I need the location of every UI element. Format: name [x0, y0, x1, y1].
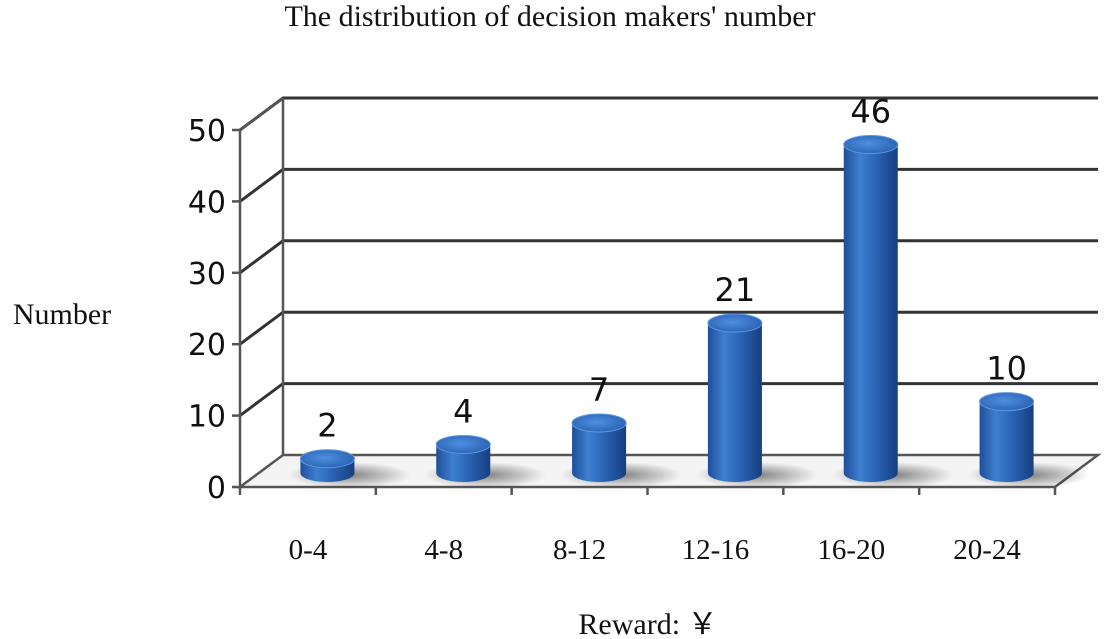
gridline — [239, 239, 1098, 275]
y-tick-labels: 0 10 20 30 40 50 — [188, 114, 226, 506]
data-label: 21 — [715, 271, 756, 309]
bar-cap — [435, 434, 491, 454]
data-label: 4 — [453, 392, 473, 430]
y-axis-title: Number — [13, 298, 111, 331]
data-label: 10 — [986, 350, 1027, 388]
chart-title: The distribution of decision makers' num… — [284, 0, 815, 33]
bar-cap — [843, 135, 899, 155]
y-tick-label: 50 — [188, 114, 226, 149]
gridline — [239, 167, 1098, 203]
category-label: 20-24 — [953, 534, 1021, 566]
y-tick-label: 10 — [188, 400, 226, 435]
bar — [967, 392, 1090, 488]
bar — [288, 449, 411, 488]
bar-body — [843, 144, 898, 482]
x-axis-title: Reward: ￥ — [578, 608, 717, 639]
category-label: 0-4 — [289, 534, 328, 566]
bar — [560, 413, 683, 488]
bar-cap — [299, 449, 355, 469]
bar-body — [979, 401, 1034, 482]
bars — [288, 135, 1090, 488]
bar-cap — [707, 313, 763, 333]
category-label: 4-8 — [424, 534, 463, 566]
bar — [424, 434, 547, 488]
axes — [232, 96, 1102, 495]
bar-body — [707, 323, 762, 482]
y-tick-label: 40 — [188, 185, 226, 220]
category-label: 8-12 — [553, 534, 606, 566]
category-label: 12-16 — [682, 534, 750, 566]
bar-cap — [571, 413, 627, 433]
bar-body — [572, 423, 627, 482]
gridlines — [239, 96, 1098, 417]
y-tick-label: 0 — [207, 471, 226, 506]
top-wall-edge — [239, 96, 284, 132]
data-label: 2 — [317, 407, 337, 445]
category-label: 16-20 — [817, 534, 885, 566]
bar — [831, 135, 954, 488]
gridline — [239, 310, 1098, 346]
bar-body — [436, 444, 491, 482]
data-label: 46 — [850, 93, 891, 131]
y-tick-label: 30 — [188, 257, 226, 292]
y-tick-label: 20 — [188, 328, 226, 363]
category-labels: 0-4 4-8 8-12 12-16 16-20 20-24 — [289, 534, 1022, 566]
gridline — [239, 382, 1098, 417]
bar-cap — [979, 392, 1035, 412]
data-label: 7 — [589, 371, 609, 409]
gridline — [239, 96, 1098, 132]
data-labels: 2 4 7 21 46 10 — [317, 93, 1027, 445]
bar — [695, 313, 818, 488]
